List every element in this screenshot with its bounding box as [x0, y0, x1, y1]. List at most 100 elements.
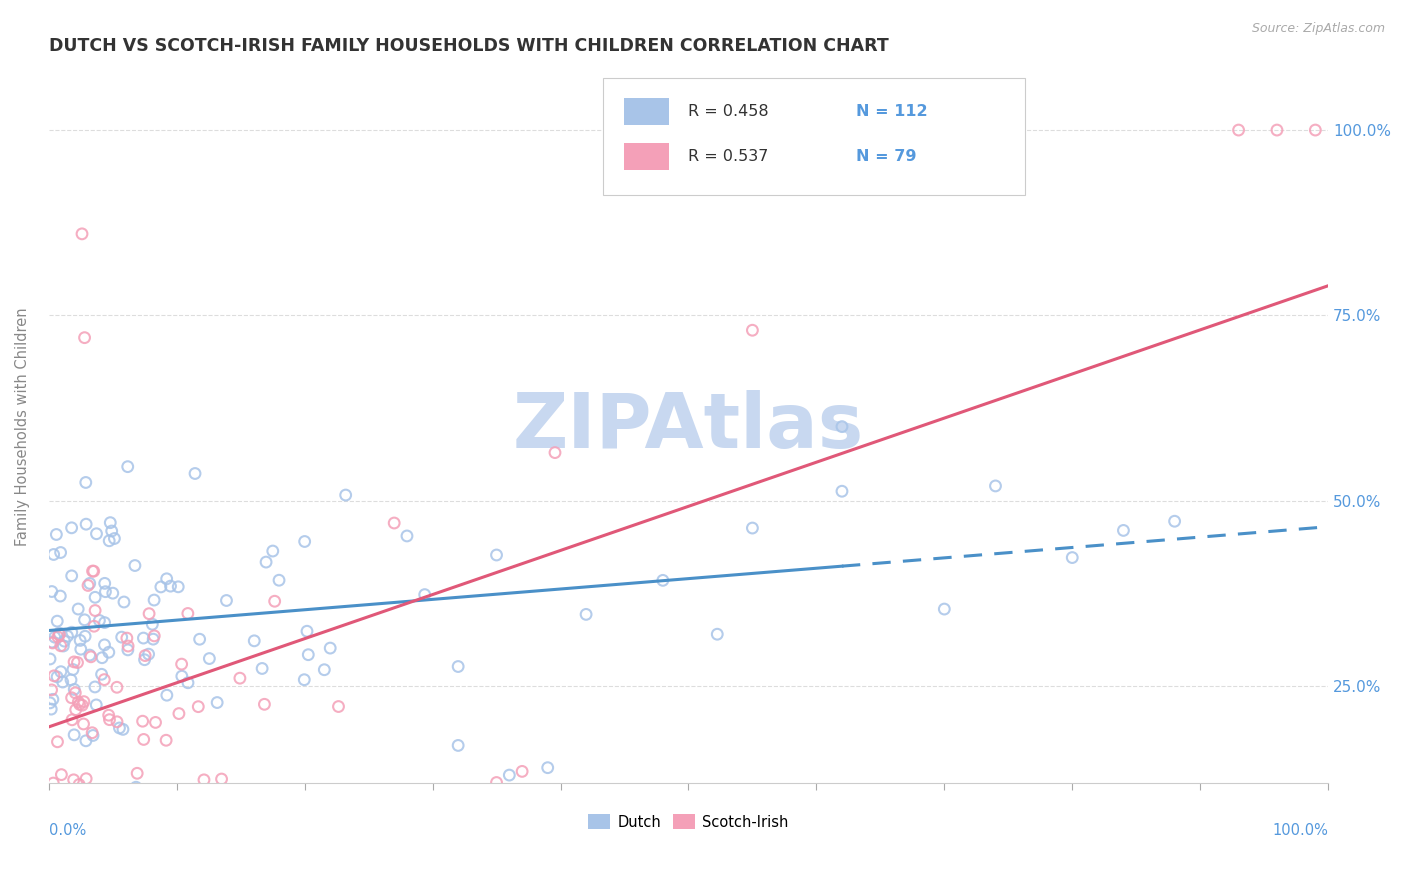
- Point: [84, 603, 107, 617]
- Point: [294, 534, 316, 549]
- Point: [118, 790, 141, 805]
- Point: [111, 723, 134, 737]
- Point: [39, 702, 62, 716]
- Point: [97, 645, 120, 659]
- Point: [98, 516, 121, 530]
- Point: [510, 764, 533, 779]
- Point: [117, 643, 139, 657]
- Point: [66, 656, 89, 670]
- Point: [184, 467, 207, 481]
- Point: [70, 227, 93, 241]
- Point: [49, 805, 72, 820]
- Point: [84, 786, 107, 800]
- Point: [65, 703, 87, 717]
- Point: [142, 632, 165, 647]
- Point: [60, 713, 83, 727]
- Point: [112, 595, 135, 609]
- Point: [267, 573, 290, 587]
- Point: [66, 805, 89, 820]
- Point: [77, 578, 100, 592]
- Point: [49, 589, 72, 603]
- Point: [138, 647, 160, 661]
- Point: [1163, 514, 1185, 528]
- Point: [42, 548, 65, 562]
- Point: [67, 695, 90, 709]
- Point: [170, 669, 193, 683]
- Point: [447, 790, 470, 805]
- Point: [156, 688, 179, 702]
- FancyBboxPatch shape: [603, 78, 1025, 195]
- Point: [335, 488, 357, 502]
- Point: [75, 475, 97, 490]
- Point: [94, 584, 117, 599]
- Point: [108, 790, 131, 805]
- Point: [75, 772, 97, 786]
- Point: [297, 648, 319, 662]
- Point: [60, 673, 83, 687]
- Point: [63, 728, 86, 742]
- Point: [42, 669, 65, 683]
- Point: [42, 776, 65, 790]
- Point: [82, 725, 104, 739]
- Point: [48, 627, 70, 641]
- Point: [41, 584, 63, 599]
- Point: [198, 651, 221, 665]
- Point: [651, 574, 673, 588]
- Point: [60, 569, 83, 583]
- Point: [46, 614, 69, 628]
- Point: [49, 545, 72, 559]
- Point: [56, 805, 79, 820]
- Point: [41, 790, 63, 805]
- Text: R = 0.458: R = 0.458: [689, 103, 769, 119]
- Point: [143, 629, 166, 643]
- Point: [250, 661, 273, 675]
- Point: [262, 544, 284, 558]
- Point: [89, 614, 111, 628]
- Point: [80, 649, 103, 664]
- Point: [382, 516, 405, 530]
- Point: [211, 772, 233, 786]
- Bar: [624, 143, 669, 169]
- Point: [485, 775, 508, 789]
- Point: [52, 791, 75, 805]
- Point: [51, 767, 73, 781]
- Point: [93, 638, 115, 652]
- Point: [93, 615, 115, 630]
- Point: [544, 445, 567, 459]
- Point: [90, 667, 112, 681]
- Point: [75, 517, 97, 532]
- Point: [111, 630, 134, 644]
- Point: [159, 579, 181, 593]
- Point: [62, 772, 84, 787]
- Point: [229, 671, 252, 685]
- Point: [143, 593, 166, 607]
- Point: [167, 706, 190, 721]
- Point: [72, 717, 94, 731]
- Point: [831, 419, 853, 434]
- Point: [498, 768, 520, 782]
- Point: [187, 699, 209, 714]
- Point: [73, 331, 96, 345]
- Point: [84, 680, 107, 694]
- Point: [60, 805, 83, 820]
- Point: [39, 652, 62, 666]
- Text: N = 112: N = 112: [856, 103, 928, 119]
- Point: [42, 805, 65, 820]
- Point: [395, 529, 418, 543]
- Point: [124, 558, 146, 573]
- Point: [52, 639, 75, 653]
- Point: [741, 521, 763, 535]
- Point: [67, 777, 90, 791]
- Point: [48, 626, 70, 640]
- Point: [70, 698, 93, 713]
- Point: [46, 630, 69, 644]
- Point: [155, 733, 177, 747]
- Point: [83, 564, 105, 578]
- Text: DUTCH VS SCOTCH-IRISH FAMILY HOUSEHOLDS WITH CHILDREN CORRELATION CHART: DUTCH VS SCOTCH-IRISH FAMILY HOUSEHOLDS …: [49, 37, 889, 55]
- Point: [82, 564, 104, 578]
- Point: [46, 670, 69, 684]
- Point: [62, 805, 84, 820]
- Point: [188, 632, 211, 647]
- Point: [215, 593, 238, 607]
- Point: [83, 619, 105, 633]
